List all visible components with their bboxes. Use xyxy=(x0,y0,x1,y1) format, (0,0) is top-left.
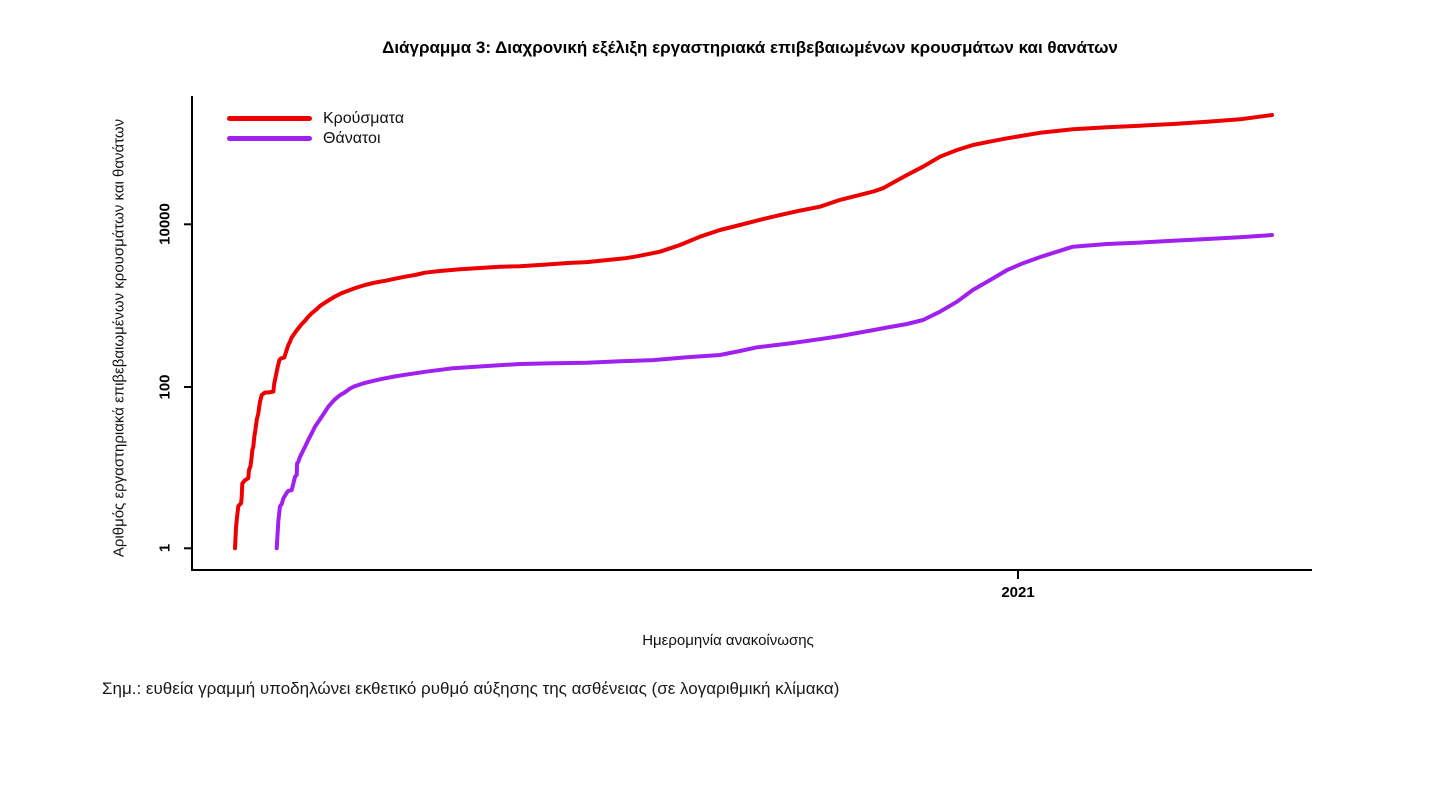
deaths-line xyxy=(274,233,1274,551)
y-tick-label-10000: 10000 xyxy=(156,203,174,245)
y-tick-label-100: 100 xyxy=(156,374,174,400)
deaths-legend-label: Θάνατοι xyxy=(323,130,381,147)
chart-title: Διάγραμμα 3: Διαχρονική εξέλιξη εργαστηρ… xyxy=(382,38,1118,57)
x-axis-label: Ημερομηνία ανακοίνωσης xyxy=(642,632,814,649)
axes-frame xyxy=(191,96,1312,571)
y-axis-label: Αριθμός εργαστηριακά επιβεβαιωμένων κρου… xyxy=(110,118,128,558)
footnote: Σημ.: ευθεία γραμμή υποδηλώνει εκθετικό … xyxy=(102,679,840,698)
x-tick-label-2021: 2021 xyxy=(1001,584,1035,601)
y-tick-label-1: 1 xyxy=(156,543,174,553)
cases-legend-line xyxy=(227,116,312,121)
deaths-legend-line xyxy=(227,136,312,141)
cases-line xyxy=(233,113,1274,551)
cases-legend-label: Κρούσματα xyxy=(323,110,405,127)
